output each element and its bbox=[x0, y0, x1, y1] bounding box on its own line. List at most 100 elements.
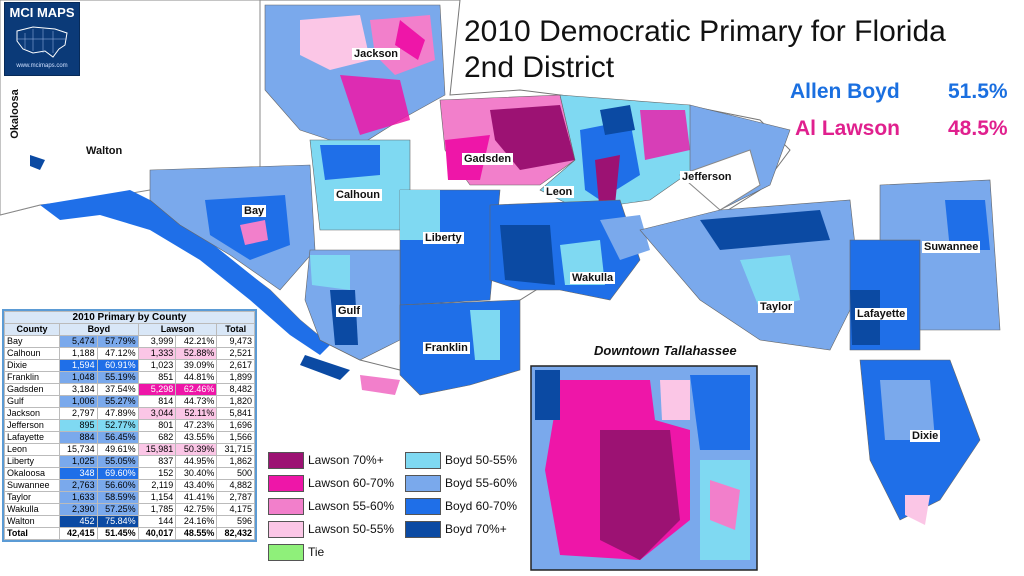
total-votes: 2,617 bbox=[216, 359, 255, 372]
boyd-votes: 1,594 bbox=[58, 359, 98, 372]
county-name: Calhoun bbox=[4, 347, 60, 360]
lawson-pct: 41.41% bbox=[175, 491, 218, 504]
total-votes: 2,787 bbox=[216, 491, 255, 504]
legend-swatch bbox=[405, 521, 441, 538]
county-results-table: 2010 Primary by County County Boyd Lawso… bbox=[2, 309, 257, 542]
lawson-pct: 43.40% bbox=[175, 479, 218, 492]
lawson-pct: 47.23% bbox=[175, 419, 218, 432]
legend-swatch bbox=[405, 475, 441, 492]
county-label-gulf: Gulf bbox=[336, 305, 362, 317]
boyd-pct: 75.84% bbox=[96, 515, 139, 528]
table-row: Taylor 1,633 58.59% 1,154 41.41% 2,787 bbox=[4, 491, 255, 504]
lawson-votes: 1,333 bbox=[137, 347, 177, 360]
table-caption: 2010 Primary by County bbox=[4, 311, 255, 324]
county-label-dixie: Dixie bbox=[910, 430, 941, 442]
county-label-bay: Bay bbox=[242, 205, 267, 217]
boyd-votes: 1,048 bbox=[58, 371, 98, 384]
boyd-pct: 56.60% bbox=[96, 479, 139, 492]
county-name: Suwannee bbox=[4, 479, 60, 492]
boyd-pct: 57.79% bbox=[96, 335, 139, 348]
boyd-votes: 348 bbox=[58, 467, 98, 480]
table-row: Okaloosa 348 69.60% 152 30.40% 500 bbox=[4, 467, 255, 480]
inset-title: Downtown Tallahassee bbox=[594, 343, 737, 358]
county-name: Jackson bbox=[4, 407, 60, 420]
total-votes: 1,899 bbox=[216, 371, 255, 384]
boyd-pct: 47.12% bbox=[96, 347, 139, 360]
lawson-total-votes: 40,017 bbox=[137, 527, 177, 540]
lawson-pct: 44.81% bbox=[175, 371, 218, 384]
boyd-votes: 884 bbox=[58, 431, 98, 444]
table-row: Gulf 1,006 55.27% 814 44.73% 1,820 bbox=[4, 395, 255, 408]
boyd-votes: 1,025 bbox=[58, 455, 98, 468]
county-label-jackson: Jackson bbox=[352, 48, 401, 60]
county-label-taylor: Taylor bbox=[758, 301, 795, 313]
lawson-votes: 837 bbox=[137, 455, 177, 468]
boyd-total-votes: 42,415 bbox=[58, 527, 98, 540]
county-label-okaloosa: Okaloosa bbox=[8, 89, 21, 139]
candidate-lawson-name: Al Lawson bbox=[795, 117, 901, 140]
boyd-pct: 55.05% bbox=[96, 455, 139, 468]
boyd-pct: 47.89% bbox=[96, 407, 139, 420]
county-name: Franklin bbox=[4, 371, 60, 384]
table-row: Bay 5,474 57.79% 3,999 42.21% 9,473 bbox=[4, 335, 255, 348]
boyd-pct: 49.61% bbox=[96, 443, 139, 456]
county-label-wakulla: Wakulla bbox=[570, 272, 616, 284]
total-votes: 4,175 bbox=[216, 503, 255, 516]
boyd-votes: 2,797 bbox=[58, 407, 98, 420]
total-votes: 1,696 bbox=[216, 419, 255, 432]
total-votes: 2,521 bbox=[216, 347, 255, 360]
county-name: Leon bbox=[4, 443, 60, 456]
lawson-pct: 43.55% bbox=[175, 431, 218, 444]
county-name: Taylor bbox=[4, 491, 60, 504]
boyd-pct: 57.25% bbox=[96, 503, 139, 516]
county-name: Bay bbox=[4, 335, 60, 348]
county-name: Gulf bbox=[4, 395, 60, 408]
candidate-boyd-name: Allen Boyd bbox=[790, 80, 900, 103]
county-label-suwannee: Suwannee bbox=[922, 241, 981, 253]
lawson-pct: 39.09% bbox=[175, 359, 218, 372]
county-label-jefferson: Jefferson bbox=[680, 171, 734, 183]
title-line-1: 2010 Democratic Primary for Florida bbox=[464, 15, 946, 48]
total-label: Total bbox=[4, 527, 60, 540]
col-boyd: Boyd bbox=[58, 323, 139, 336]
boyd-votes: 895 bbox=[58, 419, 98, 432]
legend-label: Lawson 60-70% bbox=[308, 476, 395, 490]
lawson-pct: 42.21% bbox=[175, 335, 218, 348]
county-label-franklin: Franklin bbox=[423, 342, 470, 354]
col-total: Total bbox=[216, 323, 255, 336]
legend-label: Boyd 60-70% bbox=[445, 499, 518, 513]
table-row: Lafayette 884 56.45% 682 43.55% 1,566 bbox=[4, 431, 255, 444]
table-row: Calhoun 1,188 47.12% 1,333 52.88% 2,521 bbox=[4, 347, 255, 360]
lawson-pct: 62.46% bbox=[175, 383, 218, 396]
lawson-total-pct: 48.55% bbox=[175, 527, 218, 540]
county-name: Gadsden bbox=[4, 383, 60, 396]
boyd-pct: 60.91% bbox=[96, 359, 139, 372]
lawson-votes: 682 bbox=[137, 431, 177, 444]
lawson-pct: 44.73% bbox=[175, 395, 218, 408]
legend-swatch bbox=[405, 452, 441, 469]
county-label-leon: Leon bbox=[544, 186, 575, 198]
lawson-votes: 144 bbox=[137, 515, 177, 528]
candidate-lawson-pct: 48.5% bbox=[948, 117, 1008, 140]
legend-swatch bbox=[268, 452, 304, 469]
lawson-votes: 3,044 bbox=[137, 407, 177, 420]
county-label-calhoun: Calhoun bbox=[334, 189, 382, 201]
legend-label: Tie bbox=[308, 545, 325, 559]
county-label-walton: Walton bbox=[86, 145, 123, 157]
boyd-votes: 2,390 bbox=[58, 503, 98, 516]
total-votes: 5,841 bbox=[216, 407, 255, 420]
lawson-pct: 52.88% bbox=[175, 347, 218, 360]
table-row: Leon 15,734 49.61% 15,981 50.39% 31,715 bbox=[4, 443, 255, 456]
boyd-pct: 56.45% bbox=[96, 431, 139, 444]
lawson-votes: 1,785 bbox=[137, 503, 177, 516]
lawson-pct: 50.39% bbox=[175, 443, 218, 456]
lawson-votes: 814 bbox=[137, 395, 177, 408]
boyd-pct: 37.54% bbox=[96, 383, 139, 396]
table-row: Gadsden 3,184 37.54% 5,298 62.46% 8,482 bbox=[4, 383, 255, 396]
logo-text: MCI MAPS bbox=[9, 5, 75, 20]
county-name: Lafayette bbox=[4, 431, 60, 444]
legend-swatch bbox=[268, 498, 304, 515]
legend-swatch bbox=[405, 498, 441, 515]
legend-label: Lawson 70%+ bbox=[308, 453, 384, 467]
